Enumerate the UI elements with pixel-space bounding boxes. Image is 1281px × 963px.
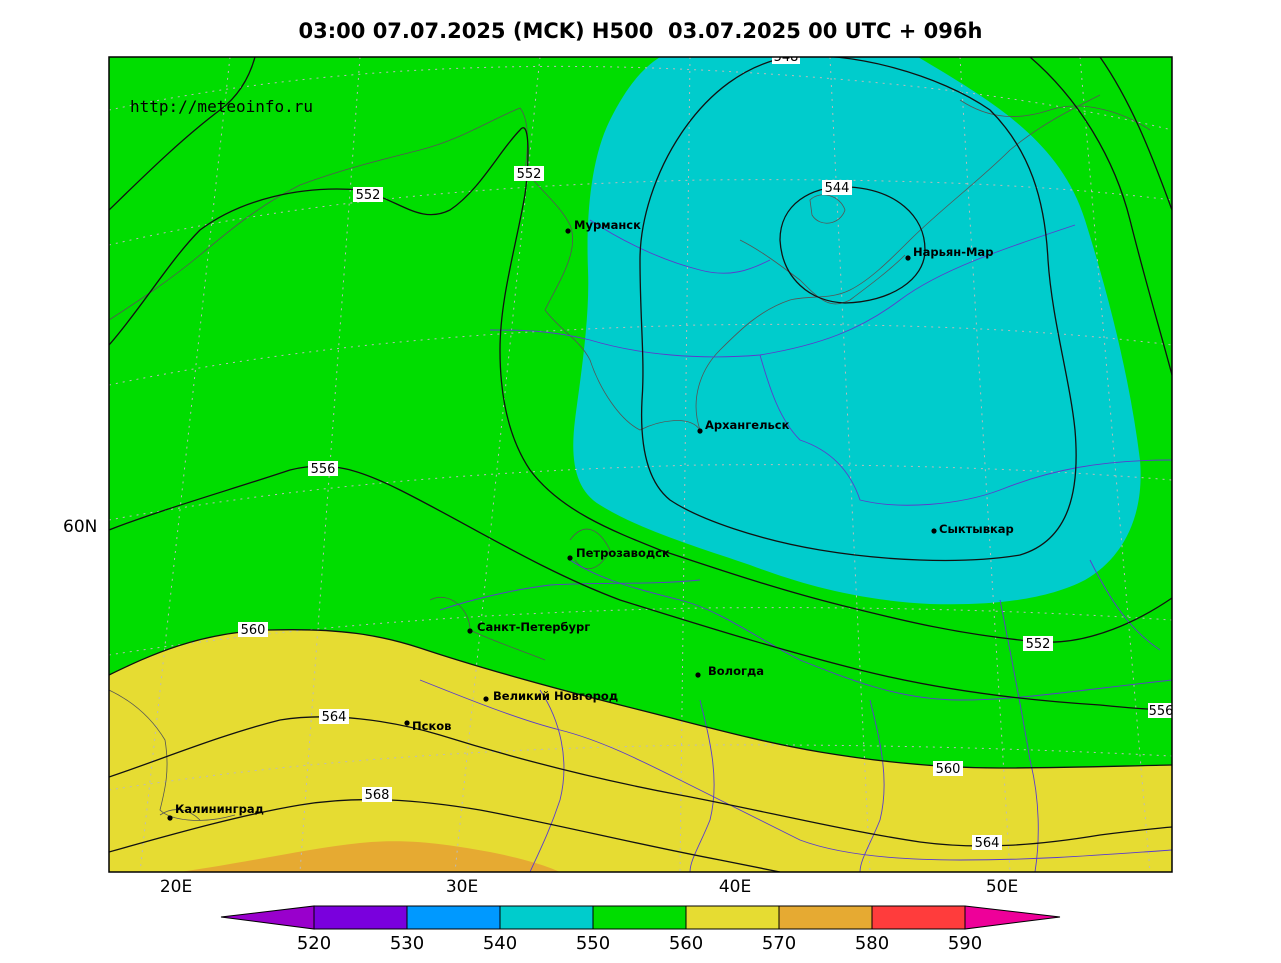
colorbar-tick-570: 570: [762, 933, 796, 954]
lat-label-60n: 60N: [63, 517, 97, 537]
svg-text:544: 544: [825, 181, 850, 196]
svg-text:Нарьян-Мар: Нарьян-Мар: [913, 245, 993, 259]
svg-text:Великий Новгород: Великий Новгород: [493, 689, 618, 703]
cities: Мурманск Нарьян-Мар Архангельск Сыктывка…: [167, 218, 1014, 821]
colorbar-tick-540: 540: [483, 933, 517, 954]
svg-text:Мурманск: Мурманск: [574, 218, 641, 232]
svg-text:Петрозаводск: Петрозаводск: [576, 546, 670, 560]
colorbar-tick-560: 560: [669, 933, 703, 954]
lon-label-50e: 50E: [986, 877, 1018, 897]
isohypse-544: [779, 186, 926, 304]
isohypses: [109, 57, 1172, 872]
colorbar-tick-580: 580: [855, 933, 889, 954]
map-frame: [108, 56, 1173, 873]
city-saint-petersburg: Санкт-Петербург: [467, 620, 590, 634]
colorbar-swatch-580-590: [871, 905, 966, 930]
svg-text:548: 548: [774, 50, 799, 65]
iso-label-552-b: 552: [353, 187, 383, 203]
iso-label-556-b: 556: [1148, 703, 1174, 719]
svg-text:Калининград: Калининград: [175, 802, 264, 816]
svg-text:Сыктывкар: Сыктывкар: [939, 522, 1014, 536]
iso-label-560-a: 560: [238, 622, 268, 638]
iso-label-568: 568: [362, 787, 392, 803]
colorbar-low-extend: [220, 905, 315, 930]
iso-label-556-a: 556: [308, 461, 338, 477]
svg-text:552: 552: [356, 188, 381, 203]
isohypse-552-northwest: [109, 127, 1172, 643]
iso-label-552-a: 552: [514, 166, 544, 182]
city-syktyvkar: Сыктывкар: [931, 522, 1014, 536]
city-kaliningrad: Калининград: [167, 802, 264, 821]
isohypse-564: [109, 716, 1172, 847]
colorbar-tick-520: 520: [297, 933, 331, 954]
isohypse-548-east: [1099, 57, 1172, 211]
city-arkhangelsk: Архангельск: [697, 418, 790, 434]
map-area: 548 552 552 544 556 552: [109, 50, 1174, 872]
svg-text:564: 564: [975, 836, 1000, 851]
colorbar-tick-530: 530: [390, 933, 424, 954]
field-560-570: [109, 629, 1172, 872]
isohypse-556: [109, 465, 1172, 711]
svg-text:560: 560: [936, 762, 961, 777]
colorbar: 520 530 540 550 560 570 580 590: [220, 905, 1061, 954]
colorbar-swatch-520-530: [313, 905, 408, 930]
coastlines: [109, 94, 1151, 821]
lon-label-40e: 40E: [719, 877, 751, 897]
iso-label-548: 548: [772, 50, 800, 65]
iso-label-564-a: 564: [319, 709, 349, 725]
svg-text:560: 560: [241, 623, 266, 638]
iso-label-560-b: 560: [933, 761, 963, 777]
field-540-550: [573, 57, 1141, 605]
lon-label-30e: 30E: [446, 877, 478, 897]
city-petrozavodsk: Петрозаводск: [567, 546, 670, 561]
svg-text:Псков: Псков: [412, 719, 451, 733]
colorbar-tick-590: 590: [948, 933, 982, 954]
svg-text:Вологда: Вологда: [708, 664, 764, 678]
svg-text:556: 556: [311, 462, 336, 477]
field-570-580: [180, 841, 560, 872]
graticule: [109, 57, 1172, 872]
iso-label-552-c: 552: [1023, 636, 1053, 652]
colorbar-swatch-570-580: [778, 905, 873, 930]
map-title: 03:00 07.07.2025 (MCK) H500 03.07.2025 0…: [298, 19, 983, 43]
svg-text:552: 552: [517, 167, 542, 182]
svg-text:552: 552: [1026, 637, 1051, 652]
svg-text:Санкт-Петербург: Санкт-Петербург: [477, 620, 590, 634]
svg-text:556: 556: [1149, 704, 1174, 719]
source-url: http://meteoinfo.ru: [130, 97, 313, 116]
colorbar-swatch-550-560: [592, 905, 687, 930]
isohypse-560: [109, 629, 1172, 769]
svg-text:Архангельск: Архангельск: [705, 418, 790, 432]
city-pskov: Псков: [404, 719, 451, 733]
city-murmansk: Мурманск: [565, 218, 641, 234]
colorbar-tick-550: 550: [576, 933, 610, 954]
colorbar-swatch-560-570: [685, 905, 780, 930]
isohypse-552-east: [1029, 57, 1172, 376]
city-naryan-mar: Нарьян-Мар: [905, 245, 993, 261]
colorbar-swatch-540-550: [499, 905, 594, 930]
isohypse-552-north: [109, 57, 256, 211]
city-veliky-novgorod: Великий Новгород: [483, 689, 618, 703]
city-vologda: Вологда: [695, 664, 764, 678]
admin-borders: [419, 219, 1172, 872]
iso-label-544: 544: [822, 180, 852, 196]
iso-label-564-b: 564: [972, 835, 1002, 851]
isohypse-labels: 548 552 552 544 556 552: [238, 50, 1174, 851]
colorbar-high-extend: [964, 905, 1061, 930]
svg-text:568: 568: [365, 788, 390, 803]
lon-label-20e: 20E: [160, 877, 192, 897]
isohypse-548: [639, 57, 1077, 562]
svg-text:564: 564: [322, 710, 347, 725]
colorbar-swatch-530-540: [406, 905, 501, 930]
isohypse-568: [109, 798, 781, 872]
